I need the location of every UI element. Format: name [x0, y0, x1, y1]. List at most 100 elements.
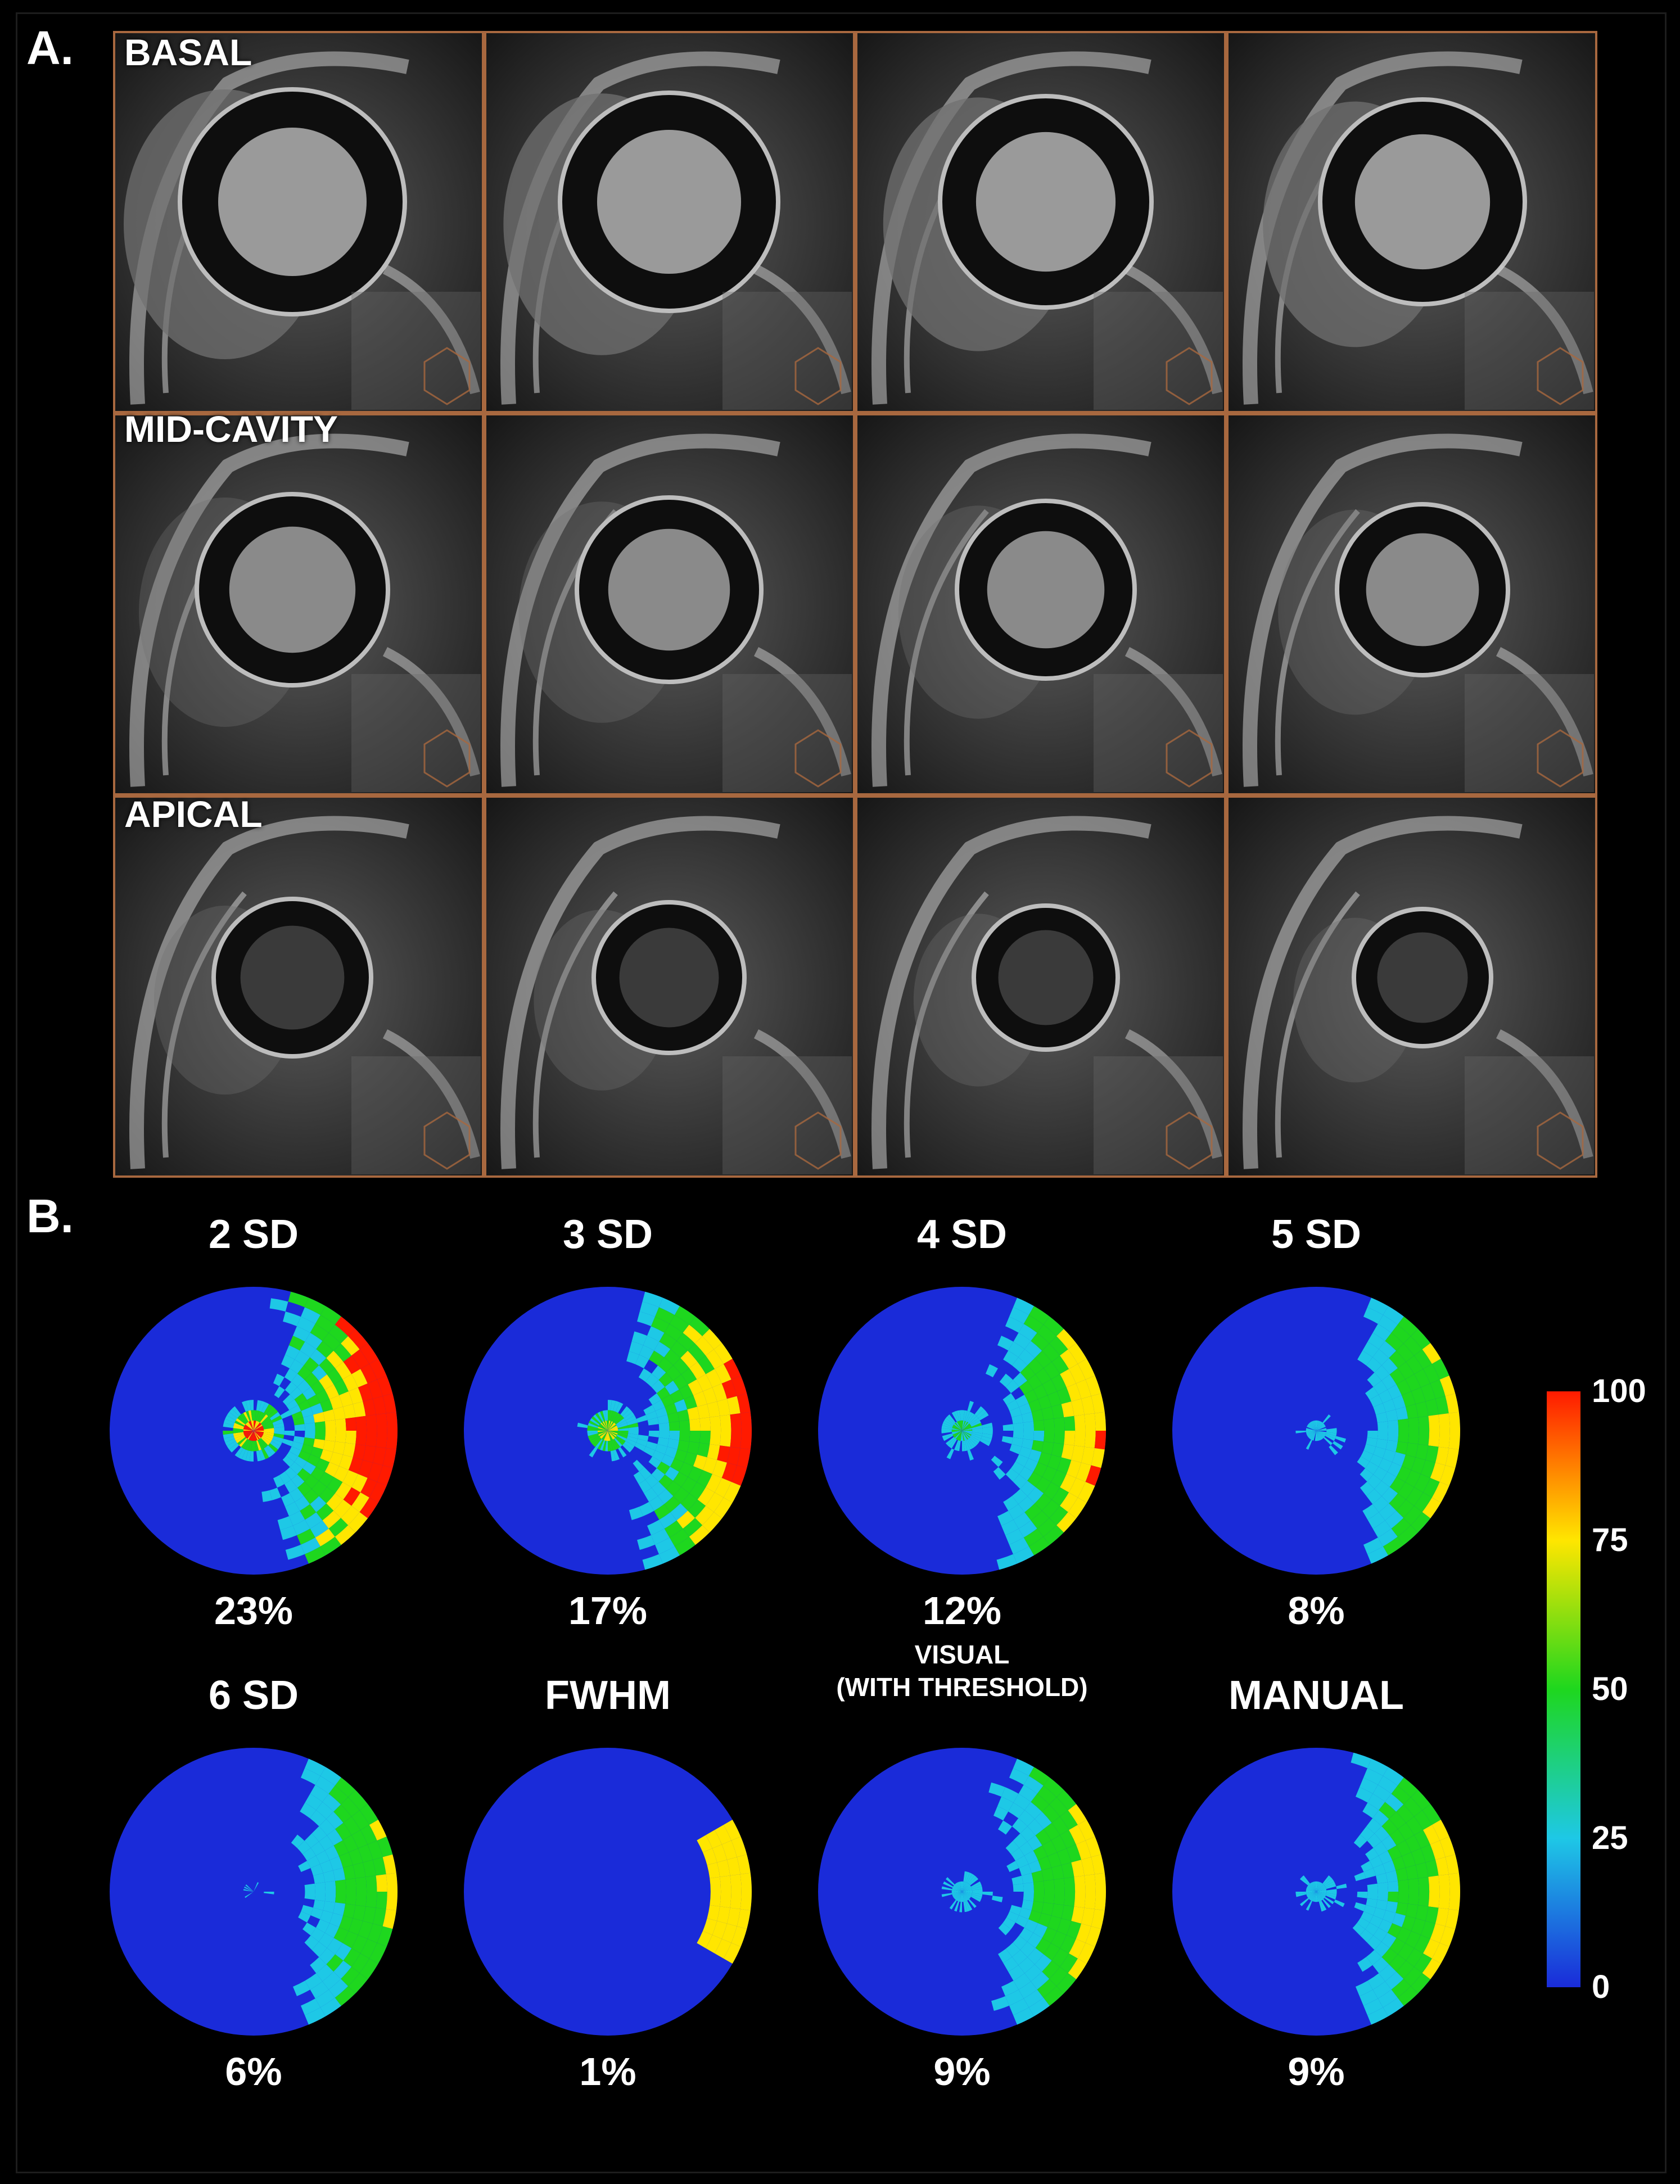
polar-map-segment [259, 1439, 267, 1449]
polar-map-segment [273, 1422, 284, 1428]
polar-map-segment [1311, 1882, 1316, 1892]
polar-map-segment [720, 1875, 731, 1892]
polar-map-segment [643, 1446, 656, 1457]
polar-map-segment [636, 1415, 648, 1423]
polar-map-segment [319, 1487, 336, 1504]
polar-map-segment [595, 1413, 603, 1423]
polar-map-segment [232, 1406, 241, 1417]
polar-map-title: 4 SD [916, 1212, 1008, 1257]
polar-map-segment [333, 1441, 346, 1455]
polar-map-segment [1387, 1845, 1402, 1861]
polar-map-segment [954, 1440, 960, 1451]
polar-map-segment [1325, 1884, 1336, 1889]
row-label-basal: BASAL [124, 31, 252, 73]
polar-map-segment [665, 1446, 678, 1458]
polar-map-segment [608, 1429, 618, 1431]
polar-map-segment [1316, 1892, 1324, 1900]
polar-map-segment [614, 1437, 622, 1448]
polar-map-segment [1316, 1888, 1326, 1892]
polar-map-segment [959, 1431, 962, 1441]
polar-map-segment [329, 1912, 343, 1927]
polar-map-segment [609, 1410, 613, 1421]
polar-map-segment [1005, 1942, 1020, 1957]
polar-map-segment [702, 1848, 717, 1865]
polar-map-segment [1013, 1372, 1028, 1387]
polar-map-segment [697, 1443, 710, 1458]
polar-map-segment [245, 1892, 254, 1898]
polar-map-segment [343, 1816, 361, 1835]
polar-map-segment [310, 1810, 327, 1826]
polar-map-segment [706, 1830, 722, 1849]
polar-map-segment [608, 1431, 618, 1435]
polar-map-segment [1023, 1421, 1034, 1431]
polar-map-segment [599, 1431, 608, 1438]
polar-map [1172, 1748, 1460, 2036]
polar-map-segment [1313, 1892, 1316, 1902]
polar-map-segment [355, 1431, 367, 1446]
polar-map-segment [304, 1357, 319, 1373]
polar-map-segment [254, 1431, 264, 1434]
polar-map-segment [1306, 1892, 1316, 1896]
polar-map-segment [1316, 1431, 1322, 1440]
polar-map-segment [314, 1892, 326, 1901]
polar-map-segment [972, 1432, 983, 1436]
polar-map-segment [382, 1909, 396, 1929]
polar-map-segment [1051, 1355, 1069, 1374]
polar-map-segment [268, 1409, 278, 1418]
polar-map-segment [687, 1441, 700, 1455]
polar-map-segment [1406, 1487, 1424, 1506]
polar-map-segment [955, 1892, 962, 1900]
polar-map-segment [365, 1875, 377, 1892]
polar-map-segment [674, 1399, 688, 1412]
polar-map-segment [244, 1886, 254, 1892]
polar-map-segment [1360, 1468, 1374, 1482]
polar-map-segment [1024, 1919, 1038, 1933]
polar-map-segment [1027, 1819, 1044, 1835]
polar-map-segment [673, 1374, 688, 1390]
polar-map-segment [1002, 1424, 1014, 1431]
polar-map-segment [613, 1401, 620, 1412]
polar-map-segment [358, 1460, 373, 1478]
polar-map-segment [1387, 1892, 1399, 1903]
polar-map-segment [611, 1439, 618, 1450]
polar-map-segment [947, 1414, 956, 1424]
mri-slice-r2-c4 [1226, 413, 1597, 795]
polar-map-segment [295, 1496, 310, 1511]
polar-map-segment [720, 1414, 731, 1431]
polar-map-segment [1019, 1467, 1033, 1481]
polar-map-segment [1439, 1376, 1456, 1396]
polar-map-segment [303, 1414, 315, 1425]
polar-map-segment [1435, 1396, 1449, 1415]
polar-map-segment [655, 1444, 667, 1454]
polar-map-segment [1061, 1401, 1074, 1418]
polar-map-segment [667, 1412, 679, 1423]
polar-map-segment [587, 1432, 598, 1436]
polar-map-segment [314, 1882, 326, 1892]
polar-map-segment [233, 1431, 243, 1434]
polar-map-segment [602, 1410, 607, 1421]
polar-map-segment [376, 1431, 387, 1449]
polar-map-segment [677, 1409, 690, 1422]
polar-map-segment [1068, 1497, 1087, 1518]
polar-map-segment [648, 1393, 662, 1405]
polar-map-segment [316, 1503, 334, 1521]
polar-map-segment [968, 1875, 977, 1885]
polar-map-segment [1035, 1350, 1052, 1368]
polar-map-segment [960, 1420, 962, 1431]
polar-map-segment [654, 1341, 671, 1358]
polar-map-segment [1018, 1981, 1037, 1999]
polar-map-segment [673, 1487, 690, 1504]
polar-map-segment [589, 1434, 599, 1441]
polar-map-segment [282, 1394, 295, 1406]
polar-map-segment [243, 1439, 250, 1450]
polar-map-segment [993, 1467, 1006, 1480]
polar-map-segment [1383, 1306, 1404, 1325]
polar-map-segment [1044, 1879, 1055, 1892]
polar-map-segment [965, 1439, 973, 1450]
polar-map-segment [941, 1428, 952, 1431]
polar-map-segment [615, 1437, 625, 1445]
polar-map-segment [628, 1431, 639, 1435]
polar-map-segment [956, 1410, 961, 1421]
polar-map-segment [608, 1431, 615, 1440]
polar-map-segment [376, 1413, 387, 1431]
